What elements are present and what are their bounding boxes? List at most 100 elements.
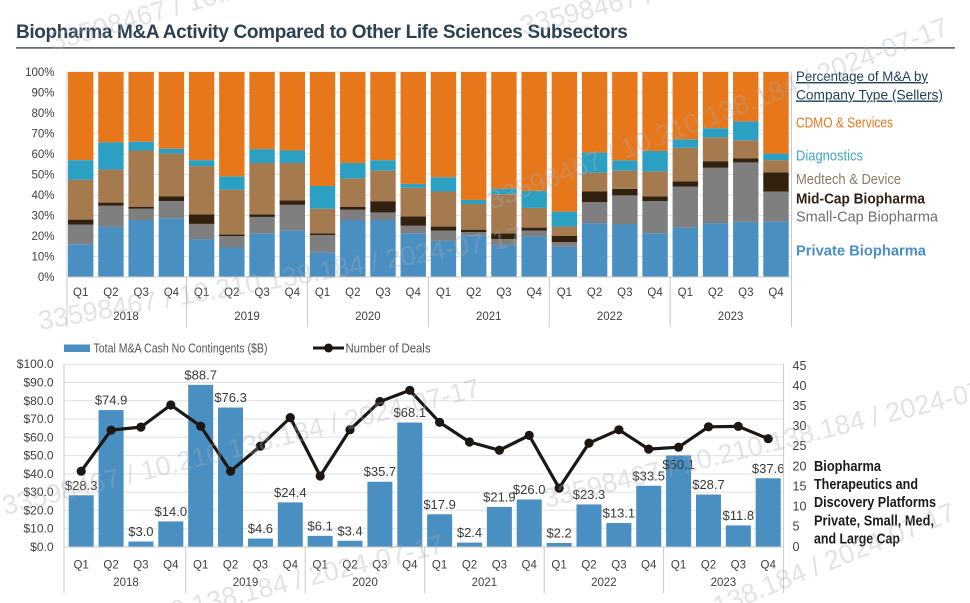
svg-text:10%: 10%	[31, 252, 54, 264]
svg-text:Biopharma M&A Activity Compare: Biopharma M&A Activity Compared to Other…	[16, 22, 627, 43]
svg-text:Q4: Q4	[522, 560, 538, 572]
svg-text:Q1: Q1	[557, 287, 572, 299]
svg-text:and Large Cap: and Large Cap	[814, 530, 900, 547]
svg-text:Q4: Q4	[406, 287, 422, 299]
svg-text:Number of Deals: Number of Deals	[346, 342, 431, 356]
svg-text:2019: 2019	[234, 311, 260, 323]
svg-text:$23.3: $23.3	[573, 487, 606, 502]
svg-text:2019: 2019	[233, 577, 259, 589]
svg-text:60%: 60%	[31, 149, 54, 161]
svg-text:Q2: Q2	[708, 287, 723, 299]
svg-text:0%: 0%	[38, 272, 55, 284]
svg-text:90%: 90%	[31, 88, 54, 100]
svg-text:40: 40	[793, 379, 807, 393]
svg-text:Q1: Q1	[551, 560, 566, 572]
svg-text:$2.4: $2.4	[457, 525, 482, 540]
svg-text:20%: 20%	[31, 231, 54, 243]
svg-text:Q2: Q2	[462, 560, 477, 572]
svg-text:2023: 2023	[718, 311, 744, 323]
svg-text:$14.0: $14.0	[155, 504, 188, 519]
svg-text:Q2: Q2	[587, 287, 602, 299]
svg-text:$74.9: $74.9	[95, 393, 128, 408]
svg-text:$2.2: $2.2	[546, 526, 571, 541]
svg-text:$30.0: $30.0	[23, 485, 53, 499]
svg-text:$0.0: $0.0	[30, 540, 54, 554]
svg-text:Q4: Q4	[402, 560, 418, 572]
svg-text:Q2: Q2	[224, 287, 239, 299]
svg-text:Q3: Q3	[133, 560, 148, 572]
svg-text:Percentage of M&A by: Percentage of M&A by	[796, 68, 928, 84]
svg-text:Q3: Q3	[731, 560, 746, 572]
svg-text:100%: 100%	[25, 67, 54, 79]
svg-text:Q1: Q1	[313, 560, 328, 572]
svg-text:Q3: Q3	[738, 287, 753, 299]
svg-text:Q2: Q2	[103, 287, 118, 299]
svg-text:25: 25	[793, 439, 807, 453]
svg-text:Q2: Q2	[345, 287, 360, 299]
svg-text:Discovery Platforms: Discovery Platforms	[814, 494, 936, 511]
svg-text:$20.0: $20.0	[23, 503, 53, 517]
svg-text:$60.0: $60.0	[23, 430, 53, 444]
svg-text:Q1: Q1	[436, 287, 451, 299]
svg-text:40%: 40%	[31, 190, 54, 202]
svg-text:$88.7: $88.7	[184, 367, 217, 382]
svg-text:Q4: Q4	[283, 560, 299, 572]
svg-text:20: 20	[793, 459, 807, 473]
svg-text:Q1: Q1	[315, 287, 330, 299]
svg-text:$24.4: $24.4	[274, 485, 307, 500]
svg-text:$40.0: $40.0	[23, 467, 53, 481]
svg-text:Q4: Q4	[768, 287, 784, 299]
svg-text:Q2: Q2	[103, 560, 118, 572]
svg-text:80%: 80%	[31, 108, 54, 120]
svg-text:Company Type (Sellers): Company Type (Sellers)	[796, 87, 943, 103]
svg-text:Q3: Q3	[496, 287, 511, 299]
svg-text:$35.7: $35.7	[364, 464, 397, 479]
svg-text:Q2: Q2	[342, 560, 357, 572]
svg-text:2020: 2020	[355, 311, 381, 323]
svg-text:10: 10	[793, 500, 807, 514]
svg-text:$21.9: $21.9	[483, 490, 516, 505]
svg-text:$26.0: $26.0	[513, 482, 546, 497]
svg-text:Q3: Q3	[375, 287, 390, 299]
svg-text:$70.0: $70.0	[23, 412, 53, 426]
svg-text:$11.8: $11.8	[723, 508, 755, 523]
svg-text:0: 0	[793, 540, 800, 554]
svg-text:Q1: Q1	[194, 287, 209, 299]
svg-text:Private Biopharma: Private Biopharma	[796, 244, 927, 260]
svg-text:$50.1: $50.1	[662, 457, 695, 472]
svg-text:Q3: Q3	[492, 560, 507, 572]
svg-text:$28.3: $28.3	[65, 478, 98, 493]
svg-text:Therapeutics and: Therapeutics and	[814, 476, 918, 493]
svg-text:Biopharma: Biopharma	[814, 458, 882, 475]
svg-text:$3.4: $3.4	[337, 523, 362, 538]
svg-text:70%: 70%	[31, 129, 54, 141]
svg-text:Q2: Q2	[223, 560, 238, 572]
svg-text:$68.1: $68.1	[394, 405, 427, 420]
svg-text:Q3: Q3	[617, 287, 632, 299]
svg-text:30%: 30%	[31, 211, 54, 223]
svg-text:Q3: Q3	[253, 560, 268, 572]
svg-text:2021: 2021	[476, 311, 502, 323]
svg-text:$6.1: $6.1	[308, 518, 333, 533]
svg-text:2021: 2021	[472, 577, 498, 589]
svg-text:$10.0: $10.0	[23, 522, 53, 536]
svg-text:Q4: Q4	[647, 287, 663, 299]
svg-text:$80.0: $80.0	[23, 394, 53, 408]
svg-text:Total M&A Cash No Contingents: Total M&A Cash No Contingents ($B)	[94, 342, 268, 356]
svg-text:Q4: Q4	[641, 560, 657, 572]
svg-text:Q4: Q4	[163, 560, 179, 572]
svg-text:Mid-Cap Biopharma: Mid-Cap Biopharma	[796, 192, 926, 208]
svg-text:Q4: Q4	[761, 560, 777, 572]
svg-text:$4.6: $4.6	[248, 521, 273, 536]
svg-text:Q2: Q2	[466, 287, 481, 299]
svg-text:Q4: Q4	[527, 287, 543, 299]
svg-text:15: 15	[793, 480, 807, 494]
svg-text:$3.0: $3.0	[128, 524, 153, 539]
svg-text:CDMO & Services: CDMO & Services	[796, 116, 893, 132]
svg-text:2018: 2018	[113, 311, 139, 323]
svg-text:Small-Cap Biopharma: Small-Cap Biopharma	[796, 210, 939, 226]
svg-text:Diagnostics: Diagnostics	[796, 149, 863, 165]
svg-text:Private, Small, Med,: Private, Small, Med,	[814, 512, 934, 529]
svg-text:Q3: Q3	[134, 287, 149, 299]
svg-text:Q1: Q1	[74, 560, 89, 572]
